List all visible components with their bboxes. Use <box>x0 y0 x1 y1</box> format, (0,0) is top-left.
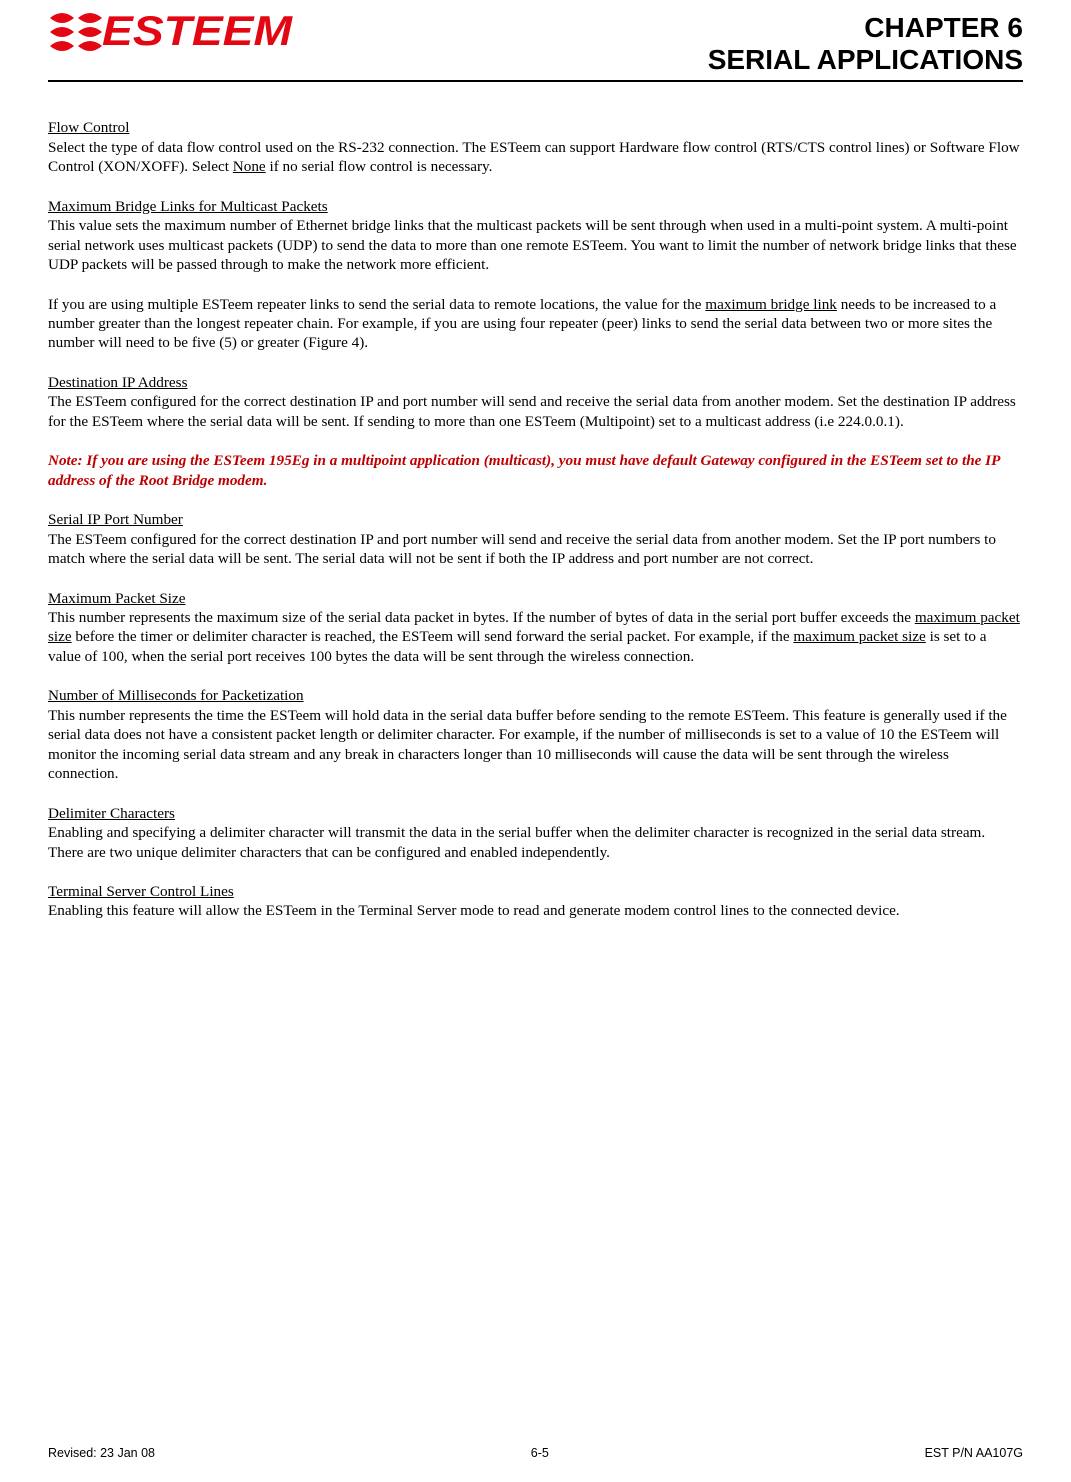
page-footer: Revised: 23 Jan 08 6-5 EST P/N AA107G <box>48 1446 1023 1460</box>
logo-waves-icon <box>48 12 104 60</box>
heading-flow-control: Flow Control <box>48 119 129 136</box>
body-text: Select the type of data flow control use… <box>48 139 1020 175</box>
footer-left: Revised: 23 Jan 08 <box>48 1446 155 1460</box>
section-serial-port: Serial IP Port Number The ESTeem configu… <box>48 510 1023 568</box>
heading-ms-packet: Number of Milliseconds for Packetization <box>48 687 304 704</box>
page: ESTEEM CHAPTER 6 SERIAL APPLICATIONS Flo… <box>0 0 1071 1482</box>
body-text: Enabling this feature will allow the EST… <box>48 902 900 919</box>
body-text: This value sets the maximum number of Et… <box>48 217 1017 273</box>
section-max-packet: Maximum Packet Size This number represen… <box>48 589 1023 667</box>
section-max-bridge: Maximum Bridge Links for Multicast Packe… <box>48 197 1023 275</box>
heading-serial-port: Serial IP Port Number <box>48 511 183 528</box>
page-header: ESTEEM CHAPTER 6 SERIAL APPLICATIONS <box>48 12 1023 76</box>
heading-max-packet: Maximum Packet Size <box>48 590 186 607</box>
body-text: before the timer or delimiter character … <box>72 628 794 645</box>
body-text: This number represents the time the ESTe… <box>48 707 1007 782</box>
footer-center: 6-5 <box>531 1446 549 1460</box>
heading-delimiter: Delimiter Characters <box>48 805 175 822</box>
underline-max-packet-2: maximum packet size <box>793 628 925 645</box>
section-ms-packet: Number of Milliseconds for Packetization… <box>48 686 1023 783</box>
section-flow-control: Flow Control Select the type of data flo… <box>48 118 1023 176</box>
section-dest-ip: Destination IP Address The ESTeem config… <box>48 373 1023 431</box>
heading-terminal: Terminal Server Control Lines <box>48 883 234 900</box>
logo-text: ESTEEM <box>102 12 292 50</box>
section-terminal: Terminal Server Control Lines Enabling t… <box>48 882 1023 921</box>
footer-right: EST P/N AA107G <box>925 1446 1023 1460</box>
chapter-title: SERIAL APPLICATIONS <box>708 44 1023 76</box>
body-text: Enabling and specifying a delimiter char… <box>48 824 985 860</box>
header-divider <box>48 80 1023 82</box>
heading-dest-ip: Destination IP Address <box>48 374 188 391</box>
body-text: This number represents the maximum size … <box>48 609 915 626</box>
underline-max-bridge-link: maximum bridge link <box>705 296 837 313</box>
chapter-number: CHAPTER 6 <box>708 12 1023 44</box>
note-block: Note: If you are using the ESTeem 195Eg … <box>48 451 1023 490</box>
underline-none: None <box>233 158 266 175</box>
body-text: The ESTeem configured for the correct de… <box>48 393 1016 429</box>
body-text: The ESTeem configured for the correct de… <box>48 531 996 567</box>
section-max-bridge-p2: If you are using multiple ESTeem repeate… <box>48 295 1023 353</box>
body-text: If you are using multiple ESTeem repeate… <box>48 296 705 313</box>
logo: ESTEEM <box>48 12 275 60</box>
page-content: Flow Control Select the type of data flo… <box>48 118 1023 921</box>
heading-max-bridge: Maximum Bridge Links for Multicast Packe… <box>48 198 328 215</box>
section-delimiter: Delimiter Characters Enabling and specif… <box>48 804 1023 862</box>
chapter-title-block: CHAPTER 6 SERIAL APPLICATIONS <box>708 12 1023 76</box>
body-text: if no serial flow control is necessary. <box>266 158 493 175</box>
